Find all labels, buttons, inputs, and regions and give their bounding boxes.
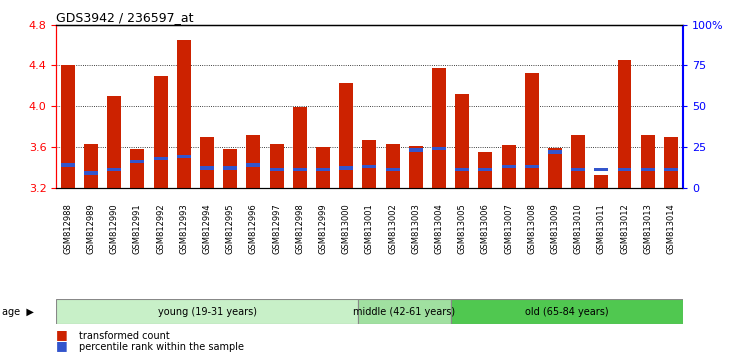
Bar bbox=[502, 145, 515, 188]
Text: GSM813005: GSM813005 bbox=[458, 204, 466, 254]
Bar bbox=[478, 168, 492, 171]
Bar bbox=[572, 135, 585, 188]
Text: GSM813014: GSM813014 bbox=[667, 204, 676, 254]
Bar bbox=[409, 148, 423, 152]
Text: GSM813007: GSM813007 bbox=[504, 204, 513, 255]
Bar bbox=[84, 171, 98, 175]
Bar bbox=[386, 144, 400, 188]
Text: GSM813001: GSM813001 bbox=[364, 204, 374, 254]
Bar bbox=[292, 168, 307, 171]
Bar bbox=[339, 166, 353, 170]
Bar bbox=[358, 299, 451, 324]
Bar bbox=[617, 168, 632, 171]
Bar bbox=[247, 163, 260, 167]
Bar bbox=[200, 166, 214, 170]
Text: GSM813000: GSM813000 bbox=[342, 204, 351, 254]
Text: GSM812988: GSM812988 bbox=[63, 204, 72, 255]
Text: GSM812989: GSM812989 bbox=[86, 204, 95, 254]
Bar bbox=[177, 155, 190, 159]
Text: GSM813004: GSM813004 bbox=[434, 204, 443, 254]
Bar bbox=[548, 150, 562, 154]
Text: GDS3942 / 236597_at: GDS3942 / 236597_at bbox=[56, 11, 194, 24]
Bar bbox=[432, 68, 446, 188]
Text: GSM812990: GSM812990 bbox=[110, 204, 118, 254]
Bar bbox=[548, 148, 562, 188]
Text: GSM812997: GSM812997 bbox=[272, 204, 281, 254]
Bar bbox=[61, 163, 75, 167]
Text: GSM812992: GSM812992 bbox=[156, 204, 165, 254]
Text: GSM812994: GSM812994 bbox=[202, 204, 211, 254]
Bar bbox=[594, 176, 608, 188]
Text: GSM813009: GSM813009 bbox=[550, 204, 560, 254]
Bar bbox=[270, 168, 284, 171]
Text: GSM813003: GSM813003 bbox=[411, 204, 420, 255]
Text: ■: ■ bbox=[56, 339, 68, 352]
Text: GSM812991: GSM812991 bbox=[133, 204, 142, 254]
Text: GSM813006: GSM813006 bbox=[481, 204, 490, 255]
Bar bbox=[594, 168, 608, 171]
Bar bbox=[386, 168, 400, 171]
Text: GSM813010: GSM813010 bbox=[574, 204, 583, 254]
Bar bbox=[154, 76, 167, 188]
Bar bbox=[664, 168, 678, 171]
Bar bbox=[56, 299, 358, 324]
Bar bbox=[455, 94, 469, 188]
Bar bbox=[247, 135, 260, 188]
Bar bbox=[61, 65, 75, 188]
Text: GSM812996: GSM812996 bbox=[249, 204, 258, 254]
Bar bbox=[572, 168, 585, 171]
Text: middle (42-61 years): middle (42-61 years) bbox=[353, 307, 455, 316]
Bar bbox=[664, 137, 678, 188]
Text: GSM812999: GSM812999 bbox=[319, 204, 328, 254]
Text: old (65-84 years): old (65-84 years) bbox=[525, 307, 608, 316]
Text: GSM813008: GSM813008 bbox=[527, 204, 536, 255]
Bar bbox=[478, 152, 492, 188]
Bar bbox=[154, 156, 167, 160]
Text: young (19-31 years): young (19-31 years) bbox=[158, 307, 256, 316]
Bar bbox=[224, 149, 237, 188]
Text: GSM813011: GSM813011 bbox=[597, 204, 606, 254]
Bar bbox=[432, 147, 446, 150]
Bar bbox=[316, 147, 330, 188]
Bar bbox=[451, 299, 682, 324]
Bar bbox=[525, 73, 538, 188]
Text: transformed count: transformed count bbox=[79, 331, 170, 341]
Bar bbox=[292, 107, 307, 188]
Bar bbox=[130, 160, 145, 163]
Bar bbox=[502, 165, 515, 168]
Bar bbox=[525, 165, 538, 168]
Text: GSM812998: GSM812998 bbox=[296, 204, 304, 254]
Text: GSM813012: GSM813012 bbox=[620, 204, 629, 254]
Bar bbox=[177, 40, 190, 188]
Bar bbox=[362, 140, 376, 188]
Text: ■: ■ bbox=[56, 327, 68, 341]
Bar bbox=[316, 168, 330, 171]
Bar bbox=[130, 149, 145, 188]
Bar bbox=[107, 96, 122, 188]
Bar bbox=[617, 61, 632, 188]
Bar bbox=[455, 168, 469, 171]
Text: percentile rank within the sample: percentile rank within the sample bbox=[79, 342, 244, 352]
Bar bbox=[339, 83, 353, 188]
Bar bbox=[84, 144, 98, 188]
Bar bbox=[640, 168, 655, 171]
Text: GSM812995: GSM812995 bbox=[226, 204, 235, 254]
Bar bbox=[640, 135, 655, 188]
Bar bbox=[224, 166, 237, 170]
Text: GSM813013: GSM813013 bbox=[644, 204, 652, 255]
Bar bbox=[107, 168, 122, 171]
Bar bbox=[362, 165, 376, 168]
Bar bbox=[270, 144, 284, 188]
Text: age  ▶: age ▶ bbox=[2, 307, 33, 316]
Bar bbox=[409, 146, 423, 188]
Text: GSM812993: GSM812993 bbox=[179, 204, 188, 254]
Bar bbox=[200, 137, 214, 188]
Text: GSM813002: GSM813002 bbox=[388, 204, 397, 254]
